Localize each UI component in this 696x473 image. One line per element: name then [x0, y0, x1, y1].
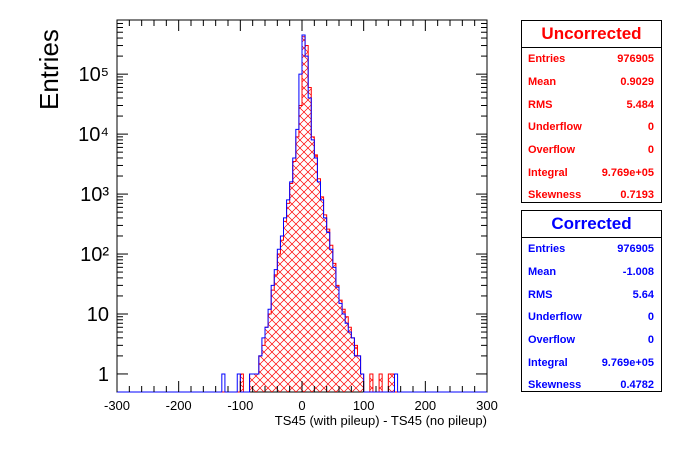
x-tick-label: 200 — [414, 398, 436, 413]
stat-value: 9.769e+05 — [601, 166, 654, 179]
stat-row-underflow: Underflow 0 — [522, 116, 661, 139]
corrected-stats-title: Corrected — [522, 211, 661, 238]
stat-row-underflow: Underflow 0 — [522, 306, 661, 329]
stat-value: -1.008 — [622, 266, 654, 279]
stat-row-entries: Entries 976905 — [522, 238, 661, 261]
stat-value: 0 — [647, 121, 654, 134]
y-tick-label: 10³ — [80, 184, 109, 206]
y-tick-label: 10⁴ — [78, 124, 109, 146]
corrected-series-line — [117, 34, 487, 393]
stat-value: 976905 — [617, 53, 654, 66]
x-tick-label: -100 — [227, 398, 253, 413]
y-tick-label: 10² — [80, 244, 109, 266]
corrected-histogram — [117, 34, 487, 393]
stat-label: Underflow — [528, 311, 582, 324]
stat-label: Mean — [528, 76, 557, 89]
histogram-plot: -300 -200 -100 0 100 200 300 1 10 10² 10³ 10⁴ 10⁵ T… — [34, 19, 498, 428]
stat-label: Integral — [528, 356, 568, 369]
stat-row-rms: RMS 5.64 — [522, 283, 661, 306]
stat-row-rms: RMS 5.484 — [522, 93, 661, 116]
stat-row-skewness: Skewness 0.7193 — [522, 184, 661, 207]
x-tick-label: 0 — [298, 398, 305, 413]
corrected-stats-box: Corrected Entries 976905 Mean -1.008 RMS… — [521, 210, 662, 392]
stat-label: RMS — [528, 98, 553, 111]
stat-label: Underflow — [528, 121, 582, 134]
y-axis-ticks — [117, 19, 487, 375]
x-axis-title: TS45 (with pileup) - TS45 (no pileup) — [275, 413, 487, 428]
uncorrected-stats-title: Uncorrected — [522, 21, 661, 48]
stat-value: 0 — [647, 334, 654, 347]
stat-value: 5.484 — [626, 98, 654, 111]
x-axis-ticks — [116, 20, 488, 392]
stat-value: 5.64 — [632, 288, 654, 301]
x-tick-label: 300 — [476, 398, 498, 413]
stat-row-skewness: Skewness 0.4782 — [522, 374, 661, 397]
stat-value: 0.9029 — [620, 76, 654, 89]
stat-value: 0 — [647, 144, 654, 157]
y-axis-tick-labels: 1 10 10² 10³ 10⁴ 10⁵ — [78, 64, 109, 386]
stat-row-overflow: Overflow 0 — [522, 329, 661, 352]
uncorrected-stats-box: Uncorrected Entries 976905 Mean 0.9029 R… — [521, 20, 662, 203]
stat-value: 0 — [647, 311, 654, 324]
stat-label: Mean — [528, 266, 557, 279]
stat-label: Overflow — [528, 144, 576, 157]
stat-value: 9.769e+05 — [601, 356, 654, 369]
stat-value: 0.4782 — [620, 379, 654, 392]
x-axis-tick-labels: -300 -200 -100 0 100 200 300 — [104, 398, 498, 413]
stat-value: 0.7193 — [620, 189, 654, 202]
stat-row-integral: Integral 9.769e+05 — [522, 351, 661, 374]
y-tick-label: 10 — [87, 304, 109, 326]
stat-row-overflow: Overflow 0 — [522, 139, 661, 162]
stat-row-mean: Mean 0.9029 — [522, 71, 661, 94]
stat-label: Entries — [528, 243, 566, 256]
stat-label: Skewness — [528, 379, 582, 392]
x-tick-label: -300 — [104, 398, 130, 413]
y-tick-label: 10⁵ — [78, 64, 109, 86]
stat-row-integral: Integral 9.769e+05 — [522, 161, 661, 184]
y-tick-label: 1 — [98, 364, 109, 386]
stat-label: Skewness — [528, 189, 582, 202]
stat-label: Entries — [528, 53, 566, 66]
stat-row-mean: Mean -1.008 — [522, 261, 661, 284]
stat-label: Overflow — [528, 334, 576, 347]
stat-label: Integral — [528, 166, 568, 179]
x-tick-label: 100 — [353, 398, 375, 413]
x-tick-label: -200 — [166, 398, 192, 413]
stat-row-entries: Entries 976905 — [522, 48, 661, 71]
y-axis-title: Entries — [34, 29, 64, 110]
stat-value: 976905 — [617, 243, 654, 256]
stat-label: RMS — [528, 288, 553, 301]
